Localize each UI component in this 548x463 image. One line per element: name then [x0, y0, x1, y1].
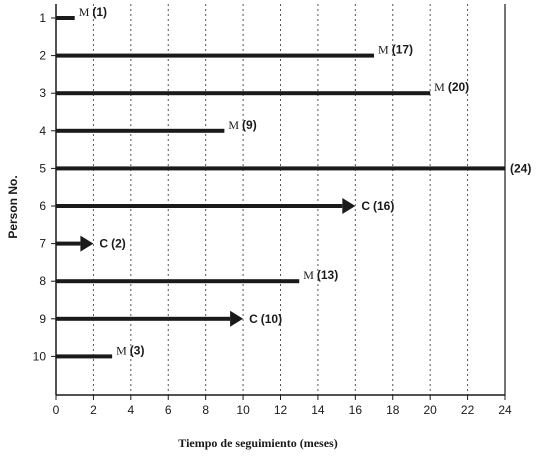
bar-label-value: (16) [373, 199, 394, 213]
bar [56, 279, 300, 284]
y-tick-label: 6 [39, 199, 46, 213]
bar-label: M (1) [79, 5, 107, 19]
bar-arrowhead [80, 235, 94, 252]
bar-label-value: (24) [510, 161, 531, 175]
x-tick-label: 18 [386, 403, 400, 417]
x-tick-label: 4 [127, 403, 134, 417]
x-tick-label: 16 [349, 403, 363, 417]
y-axis-title: Person No. [6, 175, 20, 238]
bar-label-marker: M [116, 343, 127, 357]
bar [56, 91, 431, 96]
bar [56, 316, 231, 321]
bar [56, 354, 113, 359]
bar-label-value: (13) [317, 268, 338, 282]
x-axis-title: Tiempo de seguimiento (meses) [178, 436, 337, 450]
bar [56, 241, 81, 246]
bar-label-marker: M [378, 43, 389, 57]
bar-label-marker: C [361, 199, 370, 213]
x-tick-label: 20 [423, 403, 437, 417]
bar-label-value: (20) [448, 80, 469, 94]
x-tick-label: 0 [53, 403, 60, 417]
bar-label: C (16) [361, 199, 394, 213]
x-tick-label: 24 [498, 403, 512, 417]
bar-label-marker: M [303, 268, 314, 282]
bar-label-value: (17) [392, 43, 413, 57]
bar [56, 53, 375, 58]
label-layer: M (1)M (17)M (20)M (9)(24)C (16)C (2)M (13)C (10… [79, 5, 532, 357]
bar-label: C (2) [99, 237, 125, 251]
x-tick-label: 6 [165, 403, 172, 417]
bar-label-marker: M [79, 5, 90, 19]
y-tick-label: 7 [39, 237, 46, 251]
x-tick-label: 10 [236, 403, 250, 417]
bar-label-marker: M [434, 80, 445, 94]
bar-label: (24) [510, 161, 531, 175]
bar-label-value: (10) [261, 312, 282, 326]
bar [56, 166, 505, 171]
bar-label: M (17) [378, 43, 413, 57]
bar-arrowhead [342, 198, 356, 214]
x-tick-label: 8 [202, 403, 209, 417]
bar [56, 128, 225, 133]
y-tick-label: 4 [39, 124, 46, 138]
bar-label-marker: M [228, 118, 239, 132]
y-tick-label: 2 [39, 49, 46, 63]
bar-label-value: (3) [130, 343, 145, 357]
x-tick-label: 14 [311, 403, 325, 417]
y-tick-label: 5 [39, 161, 46, 175]
y-tick-label: 9 [39, 312, 46, 326]
x-tick-label: 12 [274, 403, 288, 417]
bar [56, 16, 75, 20]
x-tick-label: 2 [90, 403, 97, 417]
grid-layer [92, 4, 506, 395]
bar-label: M (9) [228, 118, 256, 132]
bar-label-marker: C [99, 237, 108, 251]
bar-label: M (13) [303, 268, 338, 282]
y-tick-label: 1 [39, 11, 46, 25]
y-tick-label: 8 [39, 274, 46, 288]
bar-label: M (20) [434, 80, 469, 94]
bar [56, 204, 343, 208]
bar-label-value: (1) [92, 5, 107, 19]
bar-layer [56, 16, 505, 359]
y-tick-label: 10 [33, 349, 47, 363]
y-tick-label: 3 [39, 86, 46, 100]
x-tick-label: 22 [461, 403, 475, 417]
bar-label-marker: C [249, 312, 258, 326]
bar-label: M (3) [116, 343, 144, 357]
bar-label-value: (9) [242, 118, 257, 132]
bar-label: C (10) [249, 312, 282, 326]
bar-label-value: (2) [111, 237, 126, 251]
bar-arrowhead [230, 310, 244, 327]
